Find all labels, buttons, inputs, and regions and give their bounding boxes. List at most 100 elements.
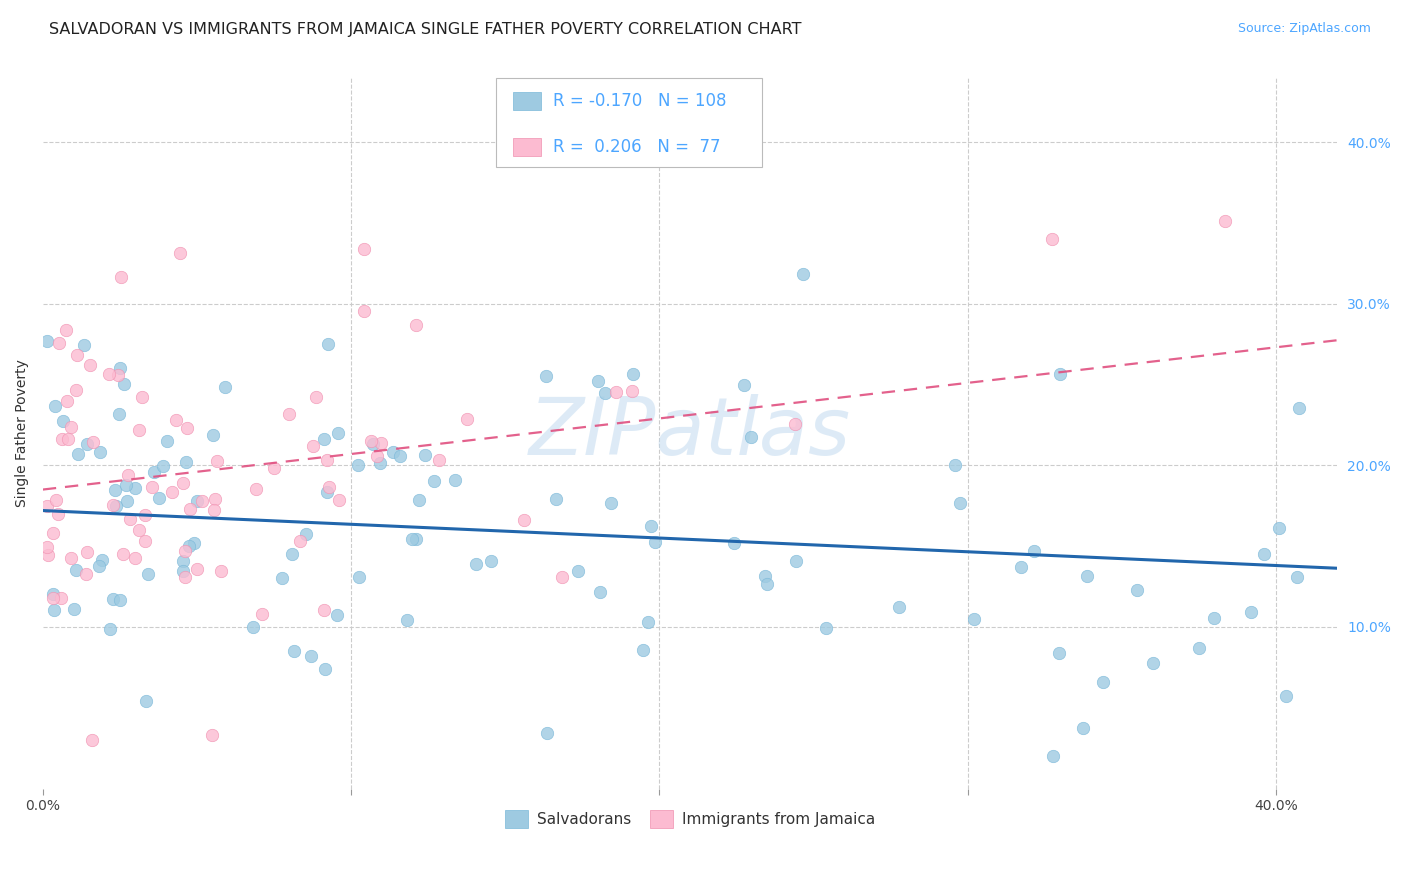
Point: [785, 554, 807, 568]
Point: [1202, 611, 1225, 625]
Point: [214, 380, 236, 394]
Point: [949, 496, 972, 510]
Point: [44, 399, 66, 413]
Point: [405, 318, 427, 332]
Point: [63, 602, 86, 616]
Point: [242, 620, 264, 634]
Point: [103, 498, 125, 512]
Point: [353, 242, 375, 256]
Point: [183, 535, 205, 549]
Point: [644, 535, 666, 549]
Point: [107, 407, 129, 421]
Point: [415, 448, 437, 462]
Point: [42, 591, 65, 606]
Point: [58, 432, 80, 446]
Point: [963, 612, 986, 626]
Point: [740, 429, 762, 443]
Point: [366, 449, 388, 463]
Point: [1047, 646, 1070, 660]
Point: [100, 622, 122, 636]
Point: [75, 566, 97, 581]
Point: [733, 378, 755, 392]
Point: [481, 554, 503, 568]
Point: [252, 607, 274, 621]
Point: [51, 591, 73, 606]
Point: [277, 407, 299, 421]
Point: [567, 564, 589, 578]
Point: [141, 480, 163, 494]
Point: [318, 337, 340, 351]
Point: [131, 390, 153, 404]
Point: [110, 269, 132, 284]
Point: [176, 421, 198, 435]
Point: [325, 608, 347, 623]
Text: ZIPatlas: ZIPatlas: [529, 394, 851, 472]
Point: [423, 474, 446, 488]
Point: [37, 540, 59, 554]
Text: R = -0.170   N = 108: R = -0.170 N = 108: [553, 92, 725, 110]
Point: [172, 565, 194, 579]
Point: [368, 456, 391, 470]
Point: [1042, 749, 1064, 764]
Point: [80, 733, 103, 747]
Point: [190, 494, 212, 508]
Point: [263, 461, 285, 475]
Point: [283, 644, 305, 658]
Point: [550, 570, 572, 584]
Point: [534, 368, 557, 383]
Point: [202, 427, 225, 442]
Point: [381, 445, 404, 459]
Y-axis label: Single Father Poverty: Single Father Poverty: [15, 359, 30, 507]
Point: [60, 551, 83, 566]
Point: [174, 570, 197, 584]
Point: [108, 593, 131, 607]
Point: [600, 495, 623, 509]
Point: [314, 432, 336, 446]
Point: [105, 500, 128, 514]
Legend: Salvadorans, Immigrants from Jamaica: Salvadorans, Immigrants from Jamaica: [499, 805, 882, 834]
Point: [48, 508, 70, 522]
Point: [152, 458, 174, 473]
Point: [316, 452, 339, 467]
Point: [76, 545, 98, 559]
Point: [1253, 547, 1275, 561]
Point: [148, 491, 170, 505]
Point: [513, 513, 536, 527]
Point: [55, 323, 77, 337]
Point: [1125, 583, 1147, 598]
Point: [135, 693, 157, 707]
Point: [640, 518, 662, 533]
Point: [66, 348, 89, 362]
Point: [347, 570, 370, 584]
Point: [73, 338, 96, 352]
Point: [156, 434, 179, 448]
Point: [134, 508, 156, 523]
Point: [1024, 544, 1046, 558]
Point: [620, 384, 643, 398]
Point: [42, 525, 65, 540]
Point: [45, 493, 67, 508]
Text: SALVADORAN VS IMMIGRANTS FROM JAMAICA SINGLE FATHER POVERTY CORRELATION CHART: SALVADORAN VS IMMIGRANTS FROM JAMAICA SI…: [49, 22, 801, 37]
Point: [1040, 232, 1063, 246]
Point: [35, 499, 58, 513]
Point: [945, 458, 967, 472]
Point: [301, 439, 323, 453]
Point: [179, 501, 201, 516]
Point: [783, 417, 806, 432]
Point: [112, 376, 135, 391]
Point: [1091, 675, 1114, 690]
Text: Source: ZipAtlas.com: Source: ZipAtlas.com: [1237, 22, 1371, 36]
Point: [1188, 641, 1211, 656]
Point: [179, 539, 201, 553]
Point: [633, 643, 655, 657]
Point: [314, 662, 336, 676]
Point: [79, 358, 101, 372]
Point: [755, 576, 778, 591]
Point: [165, 413, 187, 427]
Point: [536, 725, 558, 739]
Point: [143, 465, 166, 479]
Point: [360, 434, 382, 448]
Point: [621, 367, 644, 381]
Point: [1240, 605, 1263, 619]
Point: [281, 547, 304, 561]
